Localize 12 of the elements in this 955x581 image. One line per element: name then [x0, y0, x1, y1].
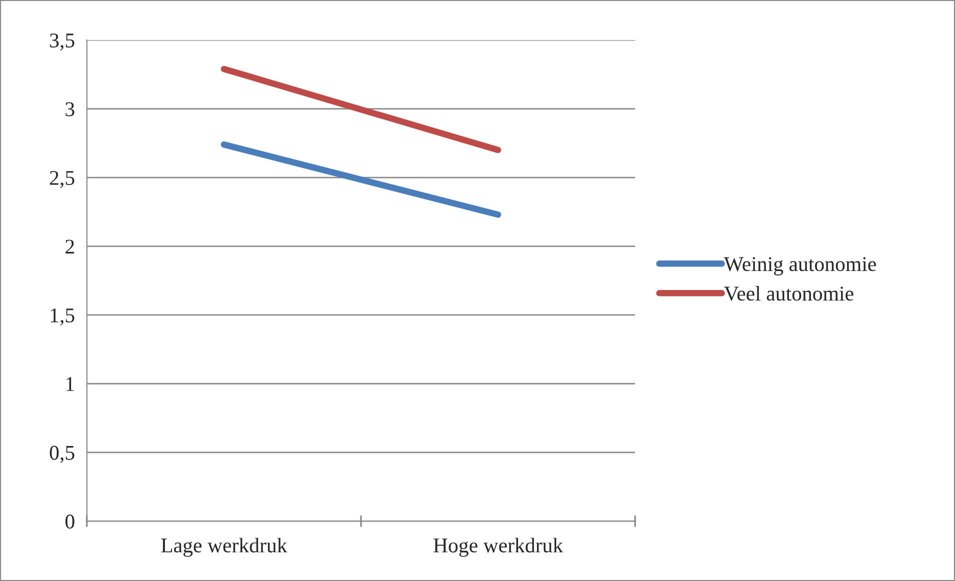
y-tick-label: 0,5 [50, 446, 74, 463]
legend-label: Weinig autonomie [724, 257, 876, 276]
y-tick-label: 1 [66, 377, 74, 391]
y-tick-label: 1,5 [50, 308, 74, 326]
x-tick-label: Hoge werkdruk [434, 538, 564, 557]
y-tick-label: 2 [66, 240, 74, 254]
y-tick-label: 3,5 [50, 34, 74, 51]
x-tick-label: Lage werkdruk [161, 538, 288, 557]
y-tick-label: 3 [66, 102, 74, 116]
y-tick-label: 2,5 [50, 170, 74, 188]
y-tick-label: 0 [65, 514, 74, 529]
legend-label: Veel autonomie [724, 286, 854, 301]
